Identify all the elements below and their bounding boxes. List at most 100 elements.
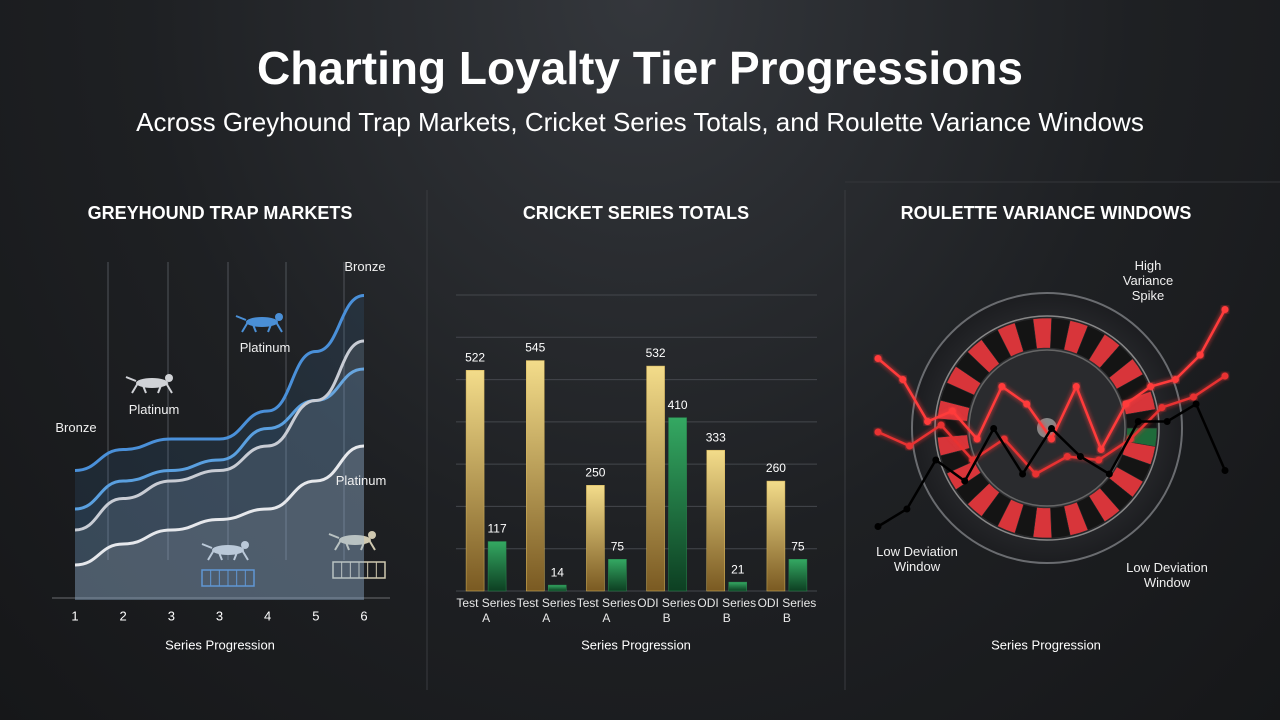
point <box>906 442 914 450</box>
x-tick-label: ODI Series B <box>757 596 817 625</box>
bar <box>766 480 786 592</box>
point <box>1023 400 1031 408</box>
x-tick-label: Test Series A <box>456 596 516 625</box>
annotation: Platinum <box>239 340 291 355</box>
bar <box>548 584 567 592</box>
data-label: 250 <box>585 465 605 479</box>
x-tick-label: 4 <box>264 608 271 623</box>
dog-icon <box>246 317 278 327</box>
data-label: 21 <box>731 562 745 576</box>
point <box>1163 418 1171 425</box>
bar <box>788 559 808 592</box>
point <box>1171 376 1179 383</box>
bar <box>465 370 485 592</box>
data-label: 117 <box>488 522 507 536</box>
point <box>1063 453 1071 460</box>
dog-icon <box>125 376 173 394</box>
point <box>1122 400 1130 408</box>
annotation: Low Deviation Window <box>1126 560 1208 590</box>
point <box>874 523 882 530</box>
line <box>877 374 1226 476</box>
dog-icon <box>241 541 249 549</box>
annotation: Bronze <box>344 259 386 274</box>
bar <box>646 365 665 592</box>
bar <box>586 485 605 592</box>
x-axis-label: Series Progression <box>991 637 1101 652</box>
x-axis-label: Series Progression <box>581 637 691 652</box>
panel-title: GREYHOUND TRAP MARKETS <box>88 203 353 223</box>
point <box>973 435 981 443</box>
point <box>1221 467 1229 474</box>
line <box>74 339 365 532</box>
dog-icon <box>165 374 173 382</box>
point <box>1048 425 1055 432</box>
annotation: Bronze <box>55 420 97 435</box>
page-subtitle: Across Greyhound Trap Markets, Cricket S… <box>136 107 1144 137</box>
point <box>961 477 969 485</box>
point <box>1095 456 1103 464</box>
dog-icon <box>201 543 249 561</box>
x-tick-label: 1 <box>71 608 78 623</box>
point <box>903 505 911 513</box>
data-label: 545 <box>525 341 545 355</box>
panel-title: CRICKET SERIES TOTALS <box>523 203 749 223</box>
x-tick-label: ODI Series B <box>637 596 696 625</box>
line <box>74 294 365 472</box>
page-title: Charting Loyalty Tier Progressions <box>257 42 1023 94</box>
data-label: 333 <box>706 430 726 444</box>
point <box>1032 470 1040 478</box>
point <box>1076 453 1084 460</box>
bar <box>608 559 627 592</box>
data-label: 75 <box>791 539 805 553</box>
area <box>75 369 364 600</box>
annotation: Low Deviation Window <box>876 544 958 574</box>
bar <box>728 581 747 592</box>
point <box>1221 306 1229 313</box>
bar <box>526 360 545 592</box>
data-label: 75 <box>611 539 625 553</box>
x-tick-label: 2 <box>120 608 127 623</box>
bar <box>706 449 725 592</box>
wheel-spindle <box>1037 418 1057 438</box>
bar <box>487 541 507 592</box>
x-tick-label: 3 <box>216 608 223 623</box>
point <box>932 456 940 464</box>
dog-icon <box>136 378 168 388</box>
data-label: 410 <box>668 398 688 412</box>
line <box>74 444 365 567</box>
point <box>1072 383 1080 390</box>
x-tick-label: ODI Series B <box>697 596 757 625</box>
point <box>1189 393 1197 401</box>
annotation: High Variance Spike <box>1122 258 1174 303</box>
bar <box>668 417 687 592</box>
dog-icon <box>368 531 376 539</box>
wheel-segment <box>1125 409 1158 429</box>
point <box>1147 383 1155 390</box>
point <box>998 383 1006 390</box>
point <box>1196 351 1204 359</box>
point <box>948 407 956 415</box>
data-label: 260 <box>766 461 786 475</box>
point <box>1134 418 1142 425</box>
point <box>874 355 882 362</box>
x-tick-label: 5 <box>312 608 319 623</box>
point <box>924 418 932 425</box>
point <box>990 425 998 432</box>
panel-title: ROULETTE VARIANCE WINDOWS <box>901 203 1192 223</box>
x-tick-label: 6 <box>360 608 367 623</box>
area <box>75 295 364 600</box>
point <box>899 376 907 383</box>
point <box>937 421 945 429</box>
x-axis-label: Series Progression <box>165 637 275 652</box>
area <box>75 446 364 600</box>
dog-icon <box>235 315 283 333</box>
point <box>1192 400 1200 408</box>
point <box>1048 435 1055 443</box>
annotation: Platinum <box>128 402 180 417</box>
data-label: 522 <box>465 350 485 364</box>
dog-icon <box>275 313 283 321</box>
point <box>1019 470 1027 478</box>
point <box>1158 404 1166 411</box>
data-label: 14 <box>551 565 565 579</box>
